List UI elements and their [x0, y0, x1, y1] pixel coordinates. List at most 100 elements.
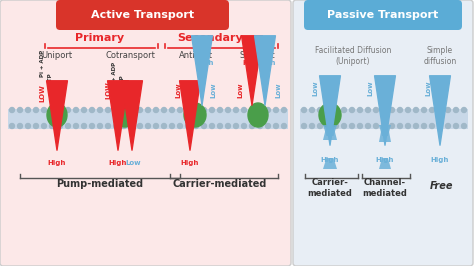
Circle shape [438, 107, 443, 113]
Circle shape [318, 123, 322, 128]
Circle shape [82, 107, 86, 113]
FancyBboxPatch shape [300, 119, 468, 129]
Ellipse shape [319, 103, 341, 127]
Circle shape [106, 123, 110, 128]
Circle shape [326, 123, 330, 128]
Circle shape [218, 123, 222, 128]
Text: Low: Low [425, 80, 431, 96]
Text: Carrier-
mediated: Carrier- mediated [308, 178, 353, 198]
Circle shape [170, 107, 174, 113]
Text: Low: Low [125, 160, 141, 166]
Text: Low: Low [275, 82, 281, 98]
Circle shape [349, 107, 355, 113]
Circle shape [365, 107, 371, 113]
Circle shape [98, 123, 102, 128]
Circle shape [438, 123, 443, 128]
Circle shape [382, 123, 386, 128]
Circle shape [226, 107, 230, 113]
Text: ATP: ATP [47, 72, 53, 84]
Text: Low: Low [367, 80, 373, 96]
Text: Secondary: Secondary [177, 33, 243, 43]
Text: Pi + ADP: Pi + ADP [39, 49, 45, 77]
Text: High: High [134, 81, 140, 99]
Circle shape [9, 107, 15, 113]
Circle shape [106, 107, 110, 113]
Circle shape [121, 123, 127, 128]
Text: Passive Transport: Passive Transport [328, 10, 438, 20]
Ellipse shape [248, 103, 268, 127]
Circle shape [446, 123, 450, 128]
Circle shape [177, 123, 182, 128]
Circle shape [162, 107, 166, 113]
Text: High: High [196, 60, 214, 66]
Text: ATP: ATP [119, 74, 125, 86]
Circle shape [26, 123, 30, 128]
Text: Carrier-mediated: Carrier-mediated [173, 179, 267, 189]
Circle shape [273, 123, 279, 128]
Circle shape [154, 107, 158, 113]
Polygon shape [323, 90, 337, 104]
Circle shape [210, 123, 215, 128]
Circle shape [193, 107, 199, 113]
Circle shape [34, 123, 38, 128]
Ellipse shape [114, 103, 136, 127]
Ellipse shape [184, 103, 206, 127]
Circle shape [218, 107, 222, 113]
Circle shape [374, 123, 379, 128]
Circle shape [146, 107, 151, 113]
Circle shape [282, 123, 286, 128]
Text: Low: Low [237, 82, 243, 98]
Text: High: High [109, 160, 127, 166]
Circle shape [162, 123, 166, 128]
FancyBboxPatch shape [304, 0, 462, 30]
Circle shape [154, 123, 158, 128]
Circle shape [241, 123, 246, 128]
Text: LOW: LOW [105, 81, 111, 99]
Circle shape [193, 123, 199, 128]
Circle shape [374, 107, 379, 113]
Circle shape [334, 107, 338, 113]
Circle shape [341, 107, 346, 113]
Circle shape [301, 123, 307, 128]
Circle shape [462, 107, 466, 113]
Circle shape [49, 107, 55, 113]
FancyBboxPatch shape [8, 119, 288, 129]
Polygon shape [323, 126, 337, 140]
Text: Free: Free [430, 181, 454, 191]
Circle shape [249, 123, 255, 128]
Text: Simple
diffusion: Simple diffusion [423, 46, 456, 66]
Circle shape [137, 123, 143, 128]
Circle shape [201, 123, 207, 128]
Circle shape [429, 123, 435, 128]
Text: High: High [321, 157, 339, 163]
Circle shape [249, 107, 255, 113]
Circle shape [113, 107, 118, 113]
Circle shape [413, 123, 419, 128]
Text: Active Transport: Active Transport [91, 10, 194, 20]
Circle shape [357, 107, 363, 113]
Circle shape [129, 107, 135, 113]
Circle shape [282, 107, 286, 113]
Circle shape [121, 107, 127, 113]
Text: Pump-mediated: Pump-mediated [56, 179, 144, 189]
Circle shape [462, 123, 466, 128]
Circle shape [429, 107, 435, 113]
Polygon shape [379, 126, 391, 142]
Ellipse shape [47, 103, 67, 127]
Circle shape [265, 107, 271, 113]
Circle shape [349, 123, 355, 128]
Circle shape [382, 107, 386, 113]
Text: Antiport: Antiport [179, 52, 213, 60]
Circle shape [170, 123, 174, 128]
Circle shape [357, 123, 363, 128]
Circle shape [257, 107, 263, 113]
Circle shape [57, 123, 63, 128]
Circle shape [73, 123, 79, 128]
Circle shape [365, 123, 371, 128]
Circle shape [137, 107, 143, 113]
Circle shape [318, 107, 322, 113]
Circle shape [273, 107, 279, 113]
Text: Primary: Primary [75, 33, 125, 43]
Text: High: High [243, 60, 261, 66]
Circle shape [265, 123, 271, 128]
